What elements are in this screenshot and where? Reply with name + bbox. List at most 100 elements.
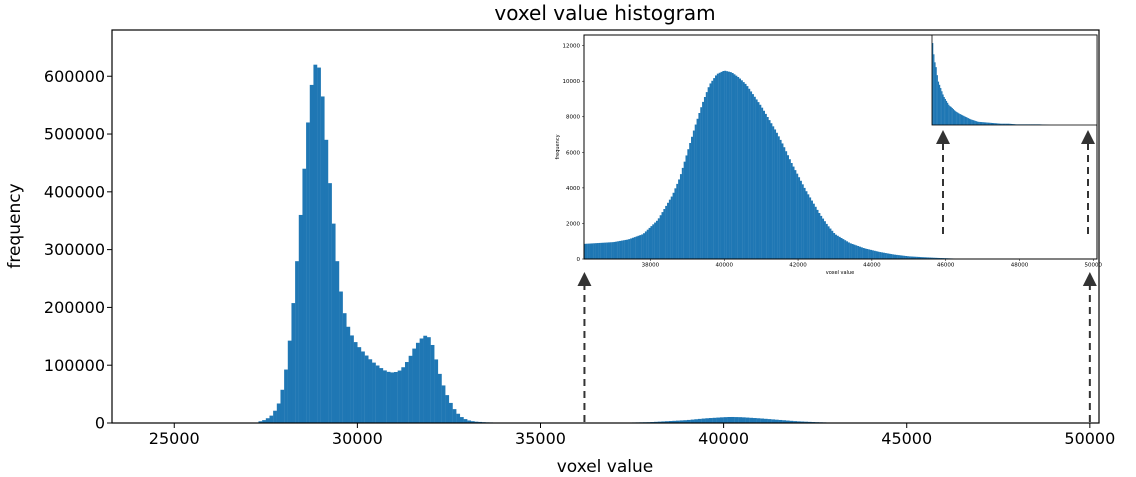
inset1-bar [820,215,823,259]
main-bar [712,417,717,423]
inset2-bar [964,116,966,125]
inset1-bar [903,255,906,259]
inset2-bar [950,106,952,125]
main-ytick-label: 500000 [44,125,105,144]
inset1-bar [886,253,889,259]
main-bar [752,418,757,423]
chart-title-text: voxel value histogram [494,1,715,25]
inset1-bar [844,240,847,259]
main-bar [280,389,285,423]
inset1-bar [905,256,908,259]
main-bar [324,139,329,423]
main-bar [437,373,442,424]
main-bar [331,223,336,423]
inset1-bar [727,71,730,259]
inset2-background [932,35,1097,125]
inset1-bar [755,99,758,259]
inset2-bar [1006,123,1009,125]
inset2-bar [1002,123,1004,125]
inset1-bar [761,107,764,259]
inset1-bar [722,71,725,259]
inset1-ytick-label: 10000 [563,79,581,85]
inset1-bar [796,173,799,259]
inset1-bar [691,136,694,259]
main-bar [419,338,424,423]
inset1-bar [652,224,655,259]
inset1-ytick-label: 2000 [566,221,580,227]
inset1-bar [809,197,812,259]
inset1-bar [595,243,598,259]
inset1-bar [683,161,686,259]
inset1-xtick-label: 48000 [1011,263,1029,269]
inset1-bar [659,215,662,259]
inset2-bar [965,117,967,125]
inset2-bar [1005,123,1007,125]
inset1-bar [770,123,773,259]
inset1-bar [753,96,756,259]
inset1-bar [606,242,609,259]
inset1-bar [696,118,699,259]
y-axis-label: frequency [5,183,25,268]
main-bar [426,337,431,423]
main-bar [423,335,428,423]
inset2-bar [959,114,961,125]
inset2-bar [983,122,986,125]
x-axis-label: voxel value [557,457,654,477]
inset1-bar [812,203,815,259]
inset1-bar [786,155,789,259]
inset1-bar [715,75,718,259]
inset2-bar [981,122,983,125]
main-bar [364,355,369,423]
main-bar [734,417,739,423]
main-bar [463,419,468,423]
inset2-bar [973,120,975,125]
inset1-bar [829,228,832,259]
inset2-bar [989,122,991,125]
main-bar [262,420,266,423]
inset2-bar [956,112,958,125]
inset1-bar [746,86,749,259]
inset1-xtick-label: 46000 [937,263,955,269]
main-ytick-label: 100000 [44,356,105,375]
inset1-bar [892,254,895,259]
inset1-bar [604,242,607,259]
inset1-bar [871,250,874,259]
inset1-bar [840,238,843,259]
inset1-bar [827,226,830,259]
main-bar [657,421,662,423]
inset1-bar [766,117,769,259]
main-arrows [577,272,1097,422]
inset1-bar [637,235,640,259]
main-bar [328,183,332,423]
main-bar [690,419,695,423]
main-ytick-label: 400000 [44,182,105,201]
main-bar [342,313,347,423]
inset1-bar [609,242,612,259]
inset1-bar [895,254,898,259]
inset1-bar [705,92,708,259]
inset1-bar [591,243,594,259]
inset1-bar [774,129,777,259]
inset2-bar [949,106,951,125]
inset1-bar [764,113,767,259]
main-xtick-label: 30000 [332,429,383,448]
inset1-bar [860,247,863,259]
main-bar [785,420,790,423]
inset1-ytick-label: 4000 [566,186,580,192]
inset1-xtick-label: 42000 [789,263,807,269]
inset1-bar [729,72,732,259]
main-bar [386,371,391,423]
inset2-bar [974,120,976,125]
main-bar [738,417,743,423]
main-ytick-label: 300000 [44,240,105,259]
inset2-bar [937,81,940,125]
main-bar [313,64,318,424]
inset1-y-axis-label: frequency [555,134,561,159]
main-bar [320,96,325,424]
main-bar [306,122,310,423]
inset1-arrow-1-head [936,130,950,144]
main-bar [269,415,274,423]
inset1-bar [624,239,627,259]
inset2-bar [1009,123,1011,125]
